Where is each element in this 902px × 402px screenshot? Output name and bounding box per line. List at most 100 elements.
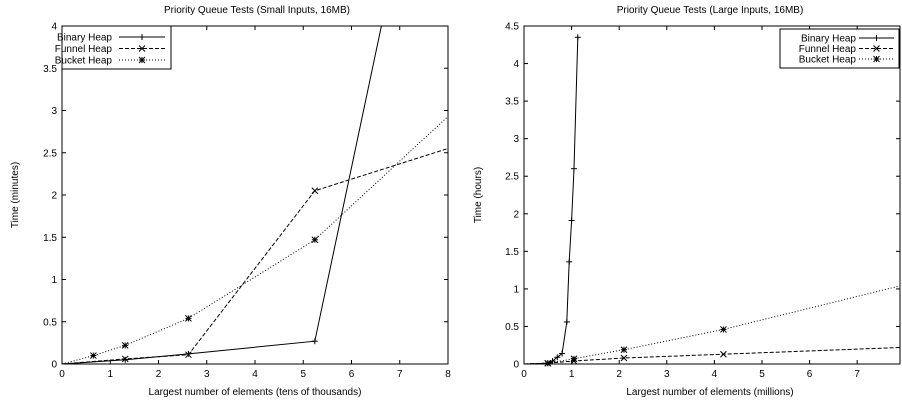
x-tick-label: 3 [664,369,670,380]
data-point [720,350,727,358]
y-tick-label: 3.5 [505,97,519,108]
plot-area-frame [523,25,901,365]
legend-marker [139,34,145,40]
data-point [122,356,129,363]
axis-ticks: 0 1 2 3 4 5 6 7 0 0.5 1 1.5 2 2.5 3 3.5 4 4.5 [505,22,900,380]
legend-marker [873,45,880,52]
chart-small-inputs: Priority Queue Tests (Small Inputs, 16MB… [10,5,451,398]
x-tick-label: 6 [349,369,355,380]
x-tick-label: 4 [712,369,718,380]
chart-title: Priority Queue Tests (Small Inputs, 16MB… [164,5,350,16]
series-funnel-heap [523,347,901,367]
x-tick-label: 5 [759,369,765,380]
y-tick-label: 1.5 [43,233,57,244]
legend-box [61,25,172,70]
y-tick-label: 1.5 [505,247,519,258]
series-binary-heap [61,25,382,365]
data-point [90,352,97,359]
x-tick-label: 2 [616,369,622,380]
y-tick-label: 2.5 [505,172,519,183]
y-tick-label: 0 [513,360,519,371]
data-point [620,346,628,354]
x-tick-label: 1 [107,369,113,380]
data-point [563,318,570,325]
chart-title: Priority Queue Tests (Large Inputs, 16MB… [617,5,804,16]
data-point [311,338,318,345]
x-tick-label: 6 [807,369,813,380]
series-line [523,285,901,365]
series-funnel-heap [61,148,449,365]
data-point [559,350,566,357]
series-layer [523,34,901,367]
data-point [570,165,577,172]
data-point [720,326,727,333]
y-tick-label: 2 [51,191,57,202]
series-bucket-heap [523,285,901,367]
data-point [544,359,552,367]
y-tick-label: 4 [513,59,519,70]
data-point [185,351,192,359]
series-binary-heap [523,34,581,367]
data-point [574,34,581,41]
data-point [121,355,129,363]
series-line [523,37,579,365]
legend-label: Bucket Heap [55,56,113,67]
legend-marker [873,55,880,63]
y-tick-label: 0 [51,360,57,371]
x-tick-label: 8 [445,369,451,380]
legend-label: Funnel Heap [799,44,857,55]
data-point [311,187,319,195]
x-axis-label: Largest number of elements (tens of thou… [149,387,362,398]
x-tick-label: 3 [204,369,210,380]
series-line [61,148,449,365]
x-tick-label: 1 [569,369,575,380]
y-tick-label: 4.5 [505,22,519,33]
series-line [61,116,449,365]
data-point [570,355,578,363]
legend-marker [138,45,146,52]
data-point [566,258,573,265]
x-tick-label: 0 [521,369,527,380]
data-point [311,236,319,244]
y-tick-label: 1 [51,275,57,286]
legend-label: Funnel Heap [55,44,113,55]
x-tick-label: 5 [300,369,306,380]
axis-ticks: 0 1 2 3 4 5 6 7 8 0 0.5 1 1.5 2 2.5 3 3.5 4 [43,22,451,381]
x-tick-label: 0 [59,369,65,380]
y-tick-label: 0.5 [43,317,57,328]
x-axis-label: Largest number of elements (millions) [626,387,793,398]
x-tick-label: 7 [397,369,403,380]
data-point [620,354,628,362]
series-line [61,25,382,365]
y-tick-label: 3.5 [43,64,57,75]
y-axis-label: Time (minutes) [10,162,21,228]
y-axis-label: Time (hours) [473,167,484,223]
legend-label: Binary Heap [801,34,856,45]
data-point [121,342,129,349]
y-tick-label: 4 [51,22,57,33]
data-point [185,350,192,357]
data-point [554,354,561,361]
y-tick-label: 1 [513,284,519,295]
legend-label: Bucket Heap [799,55,857,66]
y-tick-label: 2.5 [43,148,57,159]
legend-marker [873,35,880,41]
y-tick-label: 0.5 [505,322,519,333]
y-tick-label: 2 [513,209,519,220]
series-layer [61,25,449,365]
data-point [568,217,575,224]
y-tick-label: 3 [513,134,519,145]
x-tick-label: 4 [252,369,258,380]
plot-area-frame [61,25,449,365]
chart-large-inputs: Priority Queue Tests (Large Inputs, 16MB… [473,5,901,398]
data-point [185,315,192,322]
x-tick-label: 2 [156,369,162,380]
y-tick-label: 3 [51,106,57,117]
x-tick-label: 7 [854,369,860,380]
series-line [523,347,901,365]
